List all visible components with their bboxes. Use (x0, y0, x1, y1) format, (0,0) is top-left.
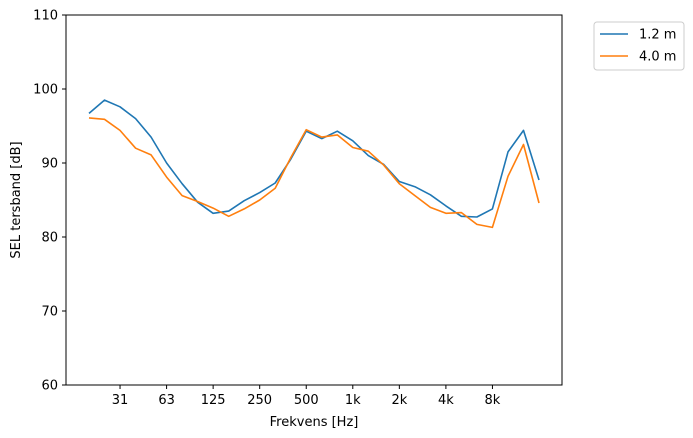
legend-label-2: 4.0 m (639, 50, 676, 65)
x-tick-label: 125 (201, 393, 226, 408)
y-tick-label: 70 (41, 305, 58, 320)
x-tick-label: 63 (158, 393, 175, 408)
x-tick-label: 2k (391, 393, 407, 408)
legend: 1.2 m 4.0 m (593, 21, 685, 71)
y-tick-label: 110 (33, 9, 58, 24)
series-line-2 (88, 117, 540, 229)
plot-area: 31 63 125 250 500 1k 2k 4k 8k 60 70 80 90 100 110 (33, 9, 563, 408)
y-tick-label: 100 (33, 83, 58, 98)
x-tick-label: 4k (438, 393, 454, 408)
x-tick-label: 31 (112, 393, 129, 408)
y-tick-label: 60 (41, 379, 58, 394)
x-tick-label: 8k (485, 393, 501, 408)
x-axis: 31 63 125 250 500 1k 2k 4k 8k (112, 385, 501, 408)
y-axis: 60 70 80 90 100 110 (33, 9, 66, 394)
y-tick-label: 90 (41, 157, 58, 172)
series-line-1 (88, 99, 540, 218)
series-layer (88, 99, 540, 229)
y-axis-label: SEL tersband [dB] (9, 141, 24, 258)
plot-frame (65, 14, 563, 386)
x-tick-label: 1k (345, 393, 361, 408)
y-tick-label: 80 (41, 231, 58, 246)
x-axis-label: Frekvens [Hz] (270, 415, 359, 430)
legend-label-1: 1.2 m (639, 28, 676, 43)
x-tick-label: 500 (294, 393, 319, 408)
x-tick-label: 250 (247, 393, 272, 408)
